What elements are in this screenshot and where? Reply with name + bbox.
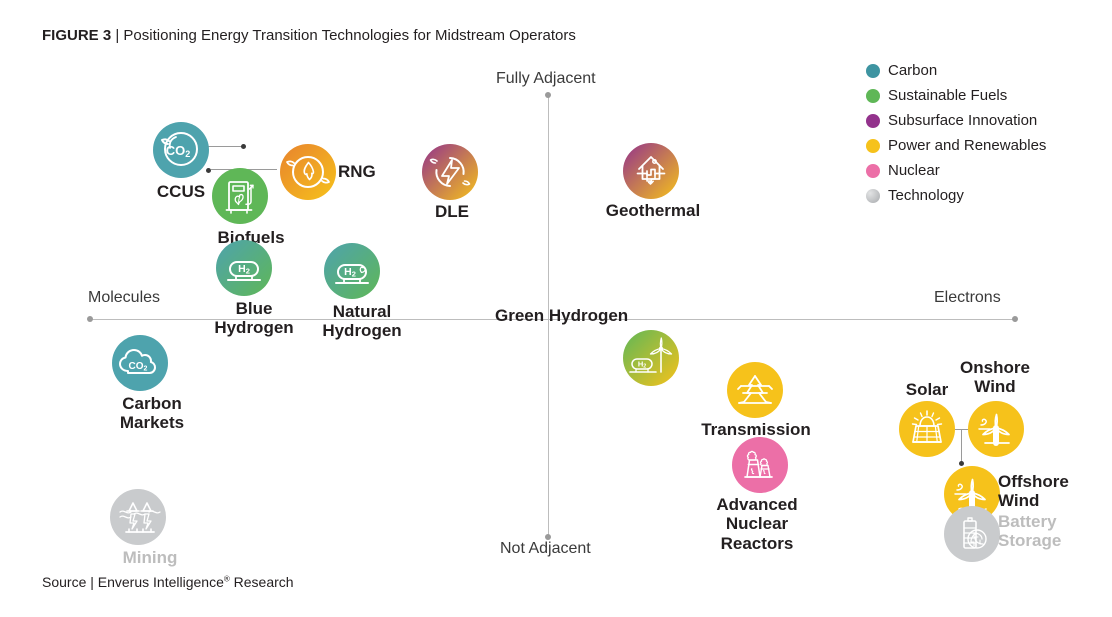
svg-text:CO2: CO2 <box>166 143 191 159</box>
svg-text:H2: H2 <box>238 263 250 276</box>
svg-text:H2: H2 <box>344 266 356 279</box>
svg-text:CO2: CO2 <box>129 361 148 373</box>
svg-text:H2: H2 <box>638 359 646 369</box>
